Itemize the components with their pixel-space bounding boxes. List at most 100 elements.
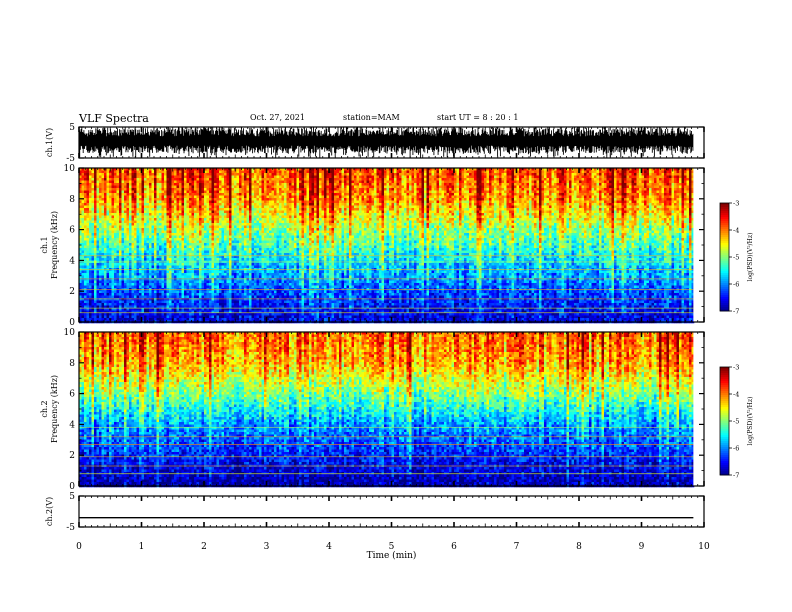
spectrogram-cell [101,168,105,171]
spectrogram-cell [494,175,497,179]
spectrogram-cell [221,208,225,211]
spectrogram-cell [216,178,220,181]
spectrogram-cell [424,175,427,179]
spectrogram-cell [186,203,190,206]
spectrogram-cell [534,200,537,204]
spectrogram-cell [429,213,432,216]
spectrogram-cell [581,208,585,211]
spectrogram-cell [591,168,595,171]
spectrogram-cell [381,185,385,189]
spectrogram-cell [394,180,397,184]
spectrogram-cell [639,183,642,186]
spectrogram-cell [641,198,645,201]
spectrogram-cell [274,200,277,204]
spectrogram-cell [506,193,510,196]
spectrogram-cell [394,213,397,216]
spectrogram-cell [164,205,167,209]
spectrogram-cell [361,193,365,196]
spectrogram-cell [354,170,357,174]
spectrogram-cell [589,215,592,219]
spectrogram-cell [461,178,465,181]
spectrogram-cell [441,203,445,206]
spectrogram-cell [289,180,292,184]
spectrogram-cell [269,200,272,204]
spectrogram-cell [346,198,350,201]
spectrogram-cell [546,190,550,194]
spectrogram-cell [219,175,222,179]
spectrogram-cell [564,178,567,181]
spectrogram-cell [601,198,605,201]
spectrogram-cell [79,175,82,179]
spectrogram-cell [184,195,187,199]
spectrogram-cell [386,193,390,196]
spectrogram-cell [649,178,652,181]
spectrogram-cell [689,180,692,184]
spectrogram-cell [261,183,265,186]
spectrogram-cell [289,185,292,189]
spectrogram-cell [559,193,562,196]
spectrogram-cell [169,185,172,189]
spectrogram-cell [534,215,537,219]
spectrogram-cell [594,213,597,216]
spectrogram-cell [346,200,350,204]
spectrogram-cell [589,213,592,216]
spectrogram-cell [499,203,502,206]
spectrogram-cell [486,173,490,176]
spectrogram-cell [594,195,597,199]
spectrogram-cell [551,210,555,214]
spectrogram-cell [366,188,370,191]
spectrogram-cell [691,178,695,181]
spectrogram-cell [179,213,182,216]
spectrogram-cell [169,195,172,199]
spectrogram-cell [549,205,552,209]
spectrogram-cell [624,200,627,204]
spectrogram-cell [379,200,382,204]
spectrogram-cell [164,200,167,204]
spectrogram-cell [501,188,505,191]
spectrogram-cell [506,183,510,186]
spectrogram-cell [251,208,255,211]
spectrogram-cell [114,213,117,216]
spectrogram-cell [151,198,155,201]
spectrogram-cell [671,200,675,204]
spectrogram-cell [281,193,285,196]
spectrogram-cell [254,198,257,201]
spectrogram-cell [209,173,212,176]
spectrogram-cell [269,213,272,216]
spectrogram-cell [86,173,90,176]
spectrogram-cell [189,185,192,189]
spectrogram-cell [244,200,247,204]
spectrogram-cell [489,200,492,204]
spectrogram-cell [444,198,447,201]
spectrogram-cell [644,198,647,201]
spectrogram-cell [416,178,420,181]
spectrogram-cell [146,193,150,196]
spectrogram-cell [309,203,312,206]
spectrogram-cell [151,213,155,216]
spectrogram-cell [534,205,537,209]
spectrogram-cell [636,183,640,186]
spectrogram-cell [194,175,197,179]
spectrogram-cell [239,205,242,209]
spectrogram-cell [186,180,190,184]
spectrogram-cell [466,168,470,171]
spectrogram-cell [114,193,117,196]
spectrogram-cell [556,180,560,184]
spectrogram-cell [411,208,415,211]
spectrogram-cell [166,180,170,184]
spectrogram-cell [461,213,465,216]
spectrogram-cell [389,188,392,191]
spectrogram-cell [436,180,440,184]
spectrogram-cell [656,208,660,211]
spectrogram-cell [86,180,90,184]
spectrogram-cell [79,195,82,199]
spectrogram-cell [401,178,405,181]
spectrogram-cell [566,193,570,196]
spectrogram-cell [201,200,205,204]
spectrogram-cell [524,210,527,214]
spectrogram-cell [504,173,507,176]
spectrogram-cell [446,205,450,209]
spectrogram-cell [501,168,505,171]
spectrogram-cell [221,218,225,221]
spectrogram-cell [451,183,455,186]
